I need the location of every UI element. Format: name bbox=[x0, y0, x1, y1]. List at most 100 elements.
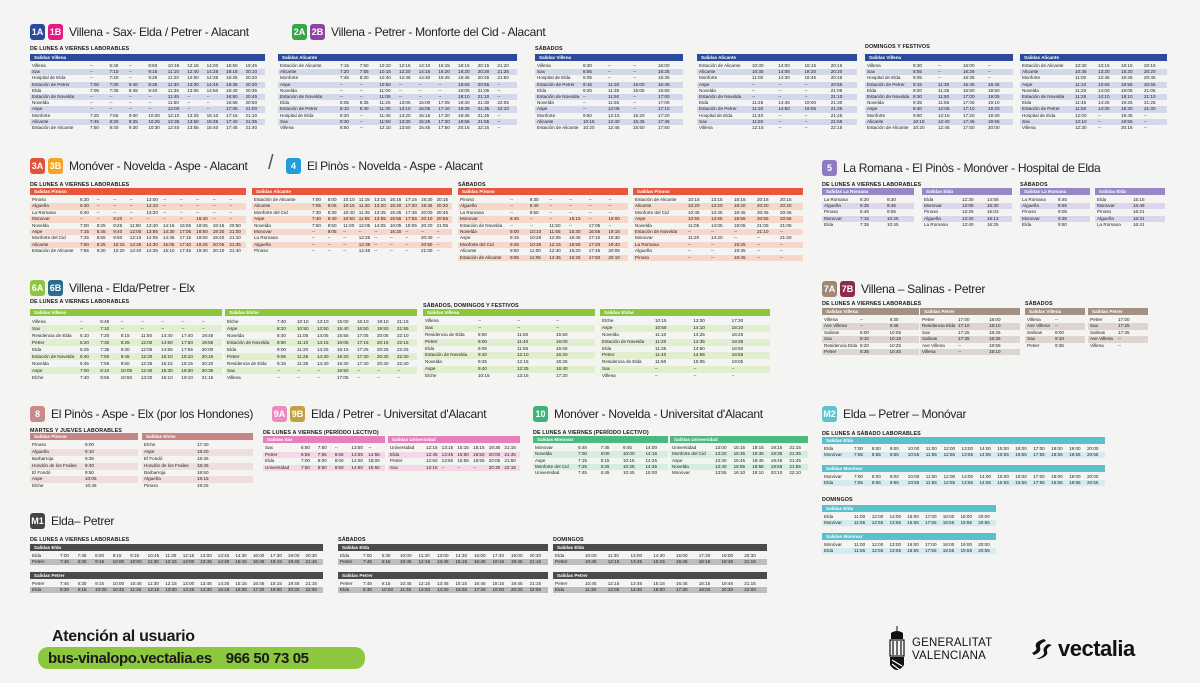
timetable-row: Novelda -- -- -- -- 11:50 -- -- 16:55 20:50 bbox=[30, 100, 265, 106]
departure-time: 10:00 bbox=[907, 446, 920, 451]
departure-time: 6:45 bbox=[578, 445, 587, 450]
departure-time: 13:15 bbox=[374, 197, 386, 202]
departure-time: -- bbox=[731, 366, 735, 372]
departure-time: 18:50 bbox=[197, 469, 209, 475]
departure-time: -- bbox=[497, 81, 501, 87]
timetable-row: Sax 17:25 bbox=[1088, 323, 1148, 330]
departure-time: 16:15 bbox=[438, 63, 450, 68]
departure-time: 12:55 bbox=[943, 452, 956, 457]
departure-time: 7:00 bbox=[363, 553, 372, 558]
departure-time: 19:45 bbox=[721, 581, 734, 586]
timetable-row: Elda 7:00 8:30 10:00 11:30 13:00 14:30 16:00 17:… bbox=[338, 553, 548, 559]
departure-time: 7:45 bbox=[90, 118, 99, 124]
website-link[interactable]: bus-vinalopo.vectalia.es bbox=[48, 649, 212, 667]
stop-name: Elda bbox=[340, 553, 350, 558]
departure-time: -- bbox=[418, 93, 422, 99]
departure-time: 15:05 bbox=[418, 106, 431, 112]
departure-time: -- bbox=[90, 100, 94, 106]
departure-time: 8:55 bbox=[913, 69, 922, 75]
departure-time: 16:00 bbox=[455, 587, 468, 592]
stop-name: Petrer bbox=[1027, 342, 1040, 348]
departure-time: 20:35 bbox=[201, 368, 214, 373]
departure-time: -- bbox=[497, 87, 501, 93]
stop-name: La Romana bbox=[254, 235, 278, 241]
departure-time: -- bbox=[80, 216, 84, 222]
departure-time: 18:50 bbox=[473, 451, 485, 457]
departure-time: 18:35 bbox=[989, 336, 1001, 342]
departure-time: 13:00 bbox=[418, 587, 431, 592]
departure-time: 9:15 bbox=[112, 553, 122, 558]
stop-name: Estación de Novelda bbox=[635, 228, 678, 234]
departure-time: 13:00 bbox=[182, 581, 195, 586]
stop-name: Aspe bbox=[1022, 81, 1033, 87]
departure-time: 20:15 bbox=[1121, 124, 1133, 130]
departure-time: -- bbox=[510, 209, 514, 215]
departure-time: 12:15 bbox=[426, 445, 438, 450]
stop-name: Aspe bbox=[635, 216, 646, 222]
departure-time: 17:00 bbox=[925, 542, 937, 547]
departure-time: 12:15 bbox=[418, 581, 431, 586]
departure-time: 9:15 bbox=[148, 69, 158, 75]
stop-name: Elche bbox=[425, 373, 437, 379]
timetable-row: La Romana 8:45 bbox=[1020, 197, 1090, 203]
departure-time: -- bbox=[187, 93, 191, 99]
departure-time: 16:00 bbox=[556, 338, 568, 344]
departure-time: 18:45 bbox=[804, 75, 817, 81]
timetable-row: Estación de Novelda 8:50 11:10 14:15 16:05 17… bbox=[225, 339, 417, 346]
departure-time: 19:10 bbox=[989, 348, 1001, 354]
departure-time: 14:30 bbox=[146, 241, 158, 247]
departure-time: 6:45 bbox=[109, 63, 119, 68]
departure-time: 8:10 bbox=[340, 106, 349, 112]
departure-time: 14:00 bbox=[979, 446, 991, 451]
departure-time: -- bbox=[1055, 323, 1059, 329]
departure-time: 18:55 bbox=[989, 342, 1001, 348]
stop-name: Sax bbox=[867, 69, 875, 75]
departure-time: 14:20 bbox=[711, 235, 723, 241]
departure-time: -- bbox=[196, 197, 200, 202]
timetable-row: Pinoso 6:20 -- -- -- 13:00 -- -- -- -- -- bbox=[30, 197, 246, 203]
departure-time: 12:15 bbox=[187, 63, 199, 68]
departure-time: 18:55 bbox=[942, 520, 955, 525]
departure-time: 12:45 bbox=[399, 75, 411, 81]
route-badge: 3B bbox=[48, 158, 63, 174]
departure-time: 7:25 bbox=[80, 235, 89, 241]
departure-time: 19:05 bbox=[804, 106, 817, 112]
departure-time: 8:30 bbox=[109, 118, 119, 124]
timetable-row: Residencia Elda 8:20 10:25 bbox=[822, 343, 919, 349]
departure-time: 12:45 bbox=[426, 451, 438, 457]
route-title: 9A 9B Elda / Petrer - Universitat d'Alacan… bbox=[272, 406, 487, 422]
departure-time: 19:00 bbox=[1069, 474, 1081, 479]
departure-time: 16:55 bbox=[1015, 452, 1027, 457]
timetable-row: Villena 8:50 -- 12:10 13:50 15:45 17:50 20:15 22… bbox=[278, 125, 517, 131]
departure-time: 7:50 bbox=[90, 124, 99, 130]
timetable-row: Petrer 7:45 8:30 9:15 10:00 10:00 11:30 12:15 13… bbox=[30, 559, 323, 565]
schedule-day-label: DE LUNES A VIERNES LABORABLES bbox=[30, 299, 130, 305]
departure-time: 20:20 bbox=[780, 203, 792, 209]
departure-time: 18:15 bbox=[473, 445, 485, 450]
departure-time: 9:35 bbox=[913, 100, 922, 106]
departure-time: 8:00 bbox=[327, 197, 337, 202]
departure-time: 20:30 bbox=[488, 464, 501, 470]
timetable-header: Salidas Elda bbox=[822, 437, 1105, 444]
departure-time: 16:50 bbox=[658, 87, 670, 93]
timetable-row: Elda 7:35 10:45 bbox=[822, 222, 914, 228]
departure-time: -- bbox=[212, 209, 216, 215]
departure-time: 10:45 bbox=[585, 559, 597, 564]
departure-time: 13:20 bbox=[715, 451, 727, 457]
departure-time: -- bbox=[780, 254, 784, 260]
departure-time: -- bbox=[343, 228, 347, 234]
departure-time: 7:40 bbox=[80, 375, 89, 380]
phone-number[interactable]: 966 50 73 05 bbox=[225, 649, 309, 667]
departure-time: 13:15 bbox=[517, 373, 529, 379]
departure-time: 10:00 bbox=[623, 451, 635, 457]
departure-time: -- bbox=[1144, 112, 1148, 118]
departure-time: 15:55 bbox=[389, 216, 402, 222]
departure-time: 9:30 bbox=[529, 197, 539, 202]
departure-time: -- bbox=[711, 254, 715, 260]
departure-time: 19:45 bbox=[287, 581, 300, 586]
timetable-row: Monforte del Cid 7:30 8:30 10:40 11:45 13:45 1… bbox=[252, 210, 452, 216]
departure-time: 17:40 bbox=[226, 118, 238, 124]
departure-time: 21:10 bbox=[830, 93, 843, 99]
departure-time: 12:40 bbox=[549, 248, 561, 254]
generalitat-line2: VALENCIANA bbox=[912, 650, 987, 662]
